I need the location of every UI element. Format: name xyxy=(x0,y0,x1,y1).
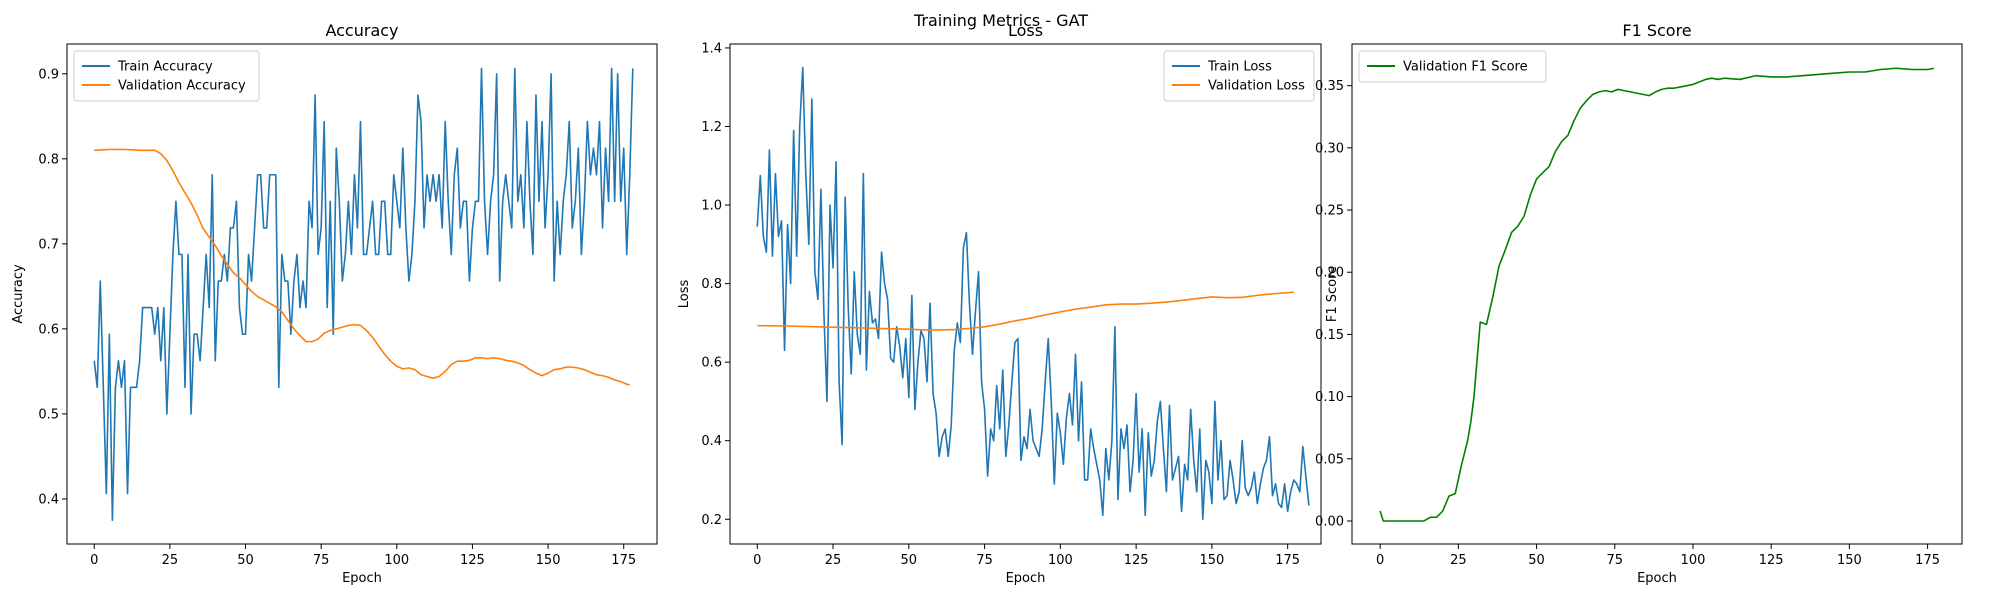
accuracy-x-tick-label: 150 xyxy=(536,553,561,568)
accuracy-y-tick-label: 0.6 xyxy=(38,322,59,337)
f1-score-x-tick-label: 175 xyxy=(1915,553,1940,568)
loss-y-tick-label: 0.8 xyxy=(701,277,722,292)
loss-x-tick-label: 175 xyxy=(1275,553,1300,568)
accuracy-y-tick-label: 0.9 xyxy=(38,67,59,82)
accuracy-x-tick-label: 75 xyxy=(313,553,330,568)
loss-x-tick-label: 25 xyxy=(825,553,842,568)
f1-score-y-tick-label: 0.20 xyxy=(1315,266,1344,281)
accuracy-y-tick-label: 0.5 xyxy=(38,407,59,422)
f1-score-y-tick-label: 0.00 xyxy=(1315,514,1344,529)
accuracy-y-tick-label: 0.8 xyxy=(38,152,59,167)
loss-y-tick-label: 1.2 xyxy=(701,120,722,135)
f1-score-series-validation-f1-score xyxy=(1379,67,1935,522)
f1-score-x-tick-label: 0 xyxy=(1376,553,1384,568)
accuracy-x-tick-label: 175 xyxy=(611,553,636,568)
f1-score-x-tick-label: 125 xyxy=(1759,553,1784,568)
f1-score-chart: 0 25 50 75 100 125 150 175 0.00 0.05 0.10 0.15 0.20 0… xyxy=(1315,21,1963,586)
loss-x-axis-label: Epoch xyxy=(1006,571,1046,586)
f1-score-legend-box xyxy=(1358,50,1547,83)
accuracy-x-axis-label: Epoch xyxy=(342,571,382,586)
loss-y-tick-label: 0.4 xyxy=(701,434,722,449)
f1-score-legend-entry-validation-f1-score: Validation F1 Score xyxy=(1403,60,1528,75)
accuracy-y-tick-label: 0.4 xyxy=(38,492,59,507)
accuracy-legend-entry-train-accuracy: Train Accuracy xyxy=(117,60,213,75)
f1-score-y-tick-label: 0.25 xyxy=(1315,204,1344,219)
accuracy-x-tick-label: 25 xyxy=(162,553,179,568)
accuracy-legend-box xyxy=(73,50,260,102)
accuracy-x-tick-label: 125 xyxy=(460,553,485,568)
f1-score-y-tick-label: 0.05 xyxy=(1315,452,1344,467)
loss-legend-box xyxy=(1163,50,1315,102)
loss-x-tick-label: 150 xyxy=(1199,553,1224,568)
f1-score-x-tick-label: 150 xyxy=(1837,553,1862,568)
loss-x-tick-label: 50 xyxy=(901,553,918,568)
accuracy-series-validation-accuracy xyxy=(94,148,630,386)
accuracy-x-tick-label: 100 xyxy=(384,553,409,568)
loss-x-tick-label: 0 xyxy=(753,553,761,568)
loss-series-train-loss xyxy=(756,66,1310,521)
f1-score-y-axis-label: F1 Score xyxy=(1325,266,1340,322)
loss-legend-entry-train-loss: Train Loss xyxy=(1207,60,1272,75)
loss-y-tick-label: 1.0 xyxy=(701,199,722,214)
accuracy-x-tick-label: 50 xyxy=(237,553,254,568)
loss-x-tick-label: 125 xyxy=(1124,553,1149,568)
accuracy-y-tick-label: 0.7 xyxy=(38,237,59,252)
accuracy-chart: 0 25 50 75 100 125 150 175 0.4 0.5 0.6 0.7 0.8 0.9 Acc… xyxy=(11,21,658,586)
accuracy-legend-entry-validation-accuracy: Validation Accuracy xyxy=(118,79,246,94)
f1-score-y-tick-label: 0.15 xyxy=(1315,328,1344,343)
f1-score-y-tick-label: 0.35 xyxy=(1315,79,1344,94)
accuracy-title: Accuracy xyxy=(325,21,398,40)
loss-y-tick-label: 0.6 xyxy=(701,356,722,371)
loss-y-tick-label: 0.2 xyxy=(701,513,722,528)
f1-score-plot-frame xyxy=(1351,43,1963,545)
f1-score-x-tick-label: 50 xyxy=(1528,553,1545,568)
loss-y-axis-label: Loss xyxy=(677,280,692,309)
loss-plot-frame xyxy=(729,43,1322,545)
loss-legend-entry-validation-loss: Validation Loss xyxy=(1208,79,1305,94)
f1-score-y-tick-label: 0.30 xyxy=(1315,141,1344,156)
f1-score-legend: Validation F1 Score xyxy=(1358,50,1547,83)
accuracy-legend: Train Accuracy Validation Accuracy xyxy=(73,50,260,102)
loss-x-tick-label: 75 xyxy=(976,553,993,568)
loss-legend: Train Loss Validation Loss xyxy=(1163,50,1315,102)
f1-score-x-tick-label: 25 xyxy=(1450,553,1467,568)
f1-score-y-tick-label: 0.10 xyxy=(1315,390,1344,405)
figure-title: Training Metrics - GAT xyxy=(913,11,1088,30)
loss-series-validation-loss xyxy=(757,291,1294,331)
accuracy-plot-frame xyxy=(66,43,658,545)
accuracy-y-axis-label: Accuracy xyxy=(11,264,26,324)
loss-title: Loss xyxy=(1008,21,1043,40)
loss-x-tick-label: 100 xyxy=(1048,553,1073,568)
loss-chart: 0 25 50 75 100 125 150 175 0.2 0.4 0.6 0.8 1.0 1.2 1.4… xyxy=(677,21,1322,586)
f1-score-x-axis-label: Epoch xyxy=(1637,571,1677,586)
loss-y-tick-label: 1.4 xyxy=(701,41,722,56)
accuracy-series-train-accuracy xyxy=(93,67,634,521)
f1-score-x-tick-label: 100 xyxy=(1681,553,1706,568)
f1-score-title: F1 Score xyxy=(1622,21,1691,40)
accuracy-x-tick-label: 0 xyxy=(90,553,98,568)
f1-score-x-tick-label: 75 xyxy=(1606,553,1623,568)
